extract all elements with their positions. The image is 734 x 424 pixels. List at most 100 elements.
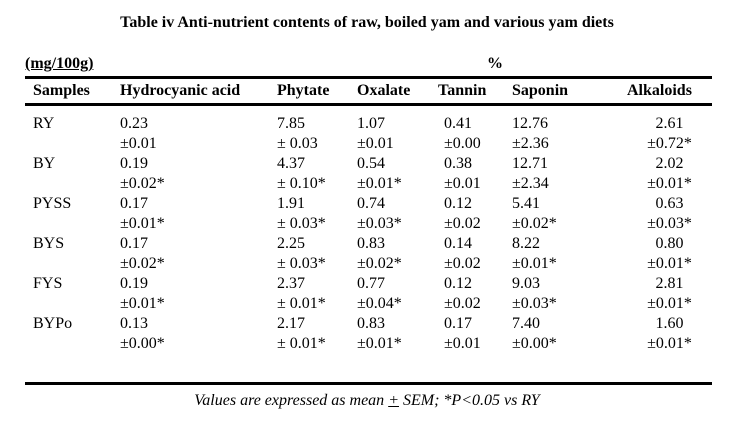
value-cell: 0.14 ±0.02 [438, 234, 512, 274]
sem-value: ±0.02 [444, 215, 481, 232]
mean-value: 0.38 [444, 155, 472, 172]
sem-value: ±0.01 [444, 175, 481, 192]
sem-value: ±0.02* [120, 175, 165, 192]
mean-value: 5.41 [512, 195, 540, 212]
sample-name: BYS [33, 235, 65, 252]
plus-minus-symbol: + [388, 392, 399, 409]
units-mg-label: (mg/100g) [25, 55, 94, 72]
value-cell: 0.77 ±0.04* [357, 274, 438, 314]
value-cell: 1.91 ± 0.03* [277, 194, 357, 234]
column-header-oxalate: Oxalate [357, 82, 411, 99]
mean-value: 0.13 [120, 315, 148, 332]
value-cell: 8.22 ±0.01* [512, 234, 627, 274]
sample-name: BYPo [33, 315, 73, 332]
sem-value [33, 254, 120, 274]
mean-value: 0.12 [444, 195, 472, 212]
value-cell: 0.17 ±0.01 [438, 314, 512, 354]
value-cell: 0.17 ±0.01* [120, 194, 277, 234]
sem-value: ±0.01* [357, 335, 402, 352]
sem-value: ± 0.03* [277, 255, 326, 272]
value-cell: 2.37 ± 0.01* [277, 274, 357, 314]
sem-value [33, 134, 120, 154]
value-cell: 0.74 ±0.03* [357, 194, 438, 234]
sem-value: ±0.01* [120, 295, 165, 312]
sem-value: ±0.03* [512, 295, 557, 312]
mean-value: 0.54 [357, 155, 385, 172]
value-cell: 2.81 ±0.01* [627, 274, 712, 314]
footnote-suffix: SEM; *P<0.05 vs RY [398, 392, 540, 409]
sem-value: ±0.02 [444, 255, 481, 272]
sem-value: ±0.72* [647, 135, 692, 152]
value-cell: 5.41 ±0.02* [512, 194, 627, 234]
mean-value: 7.85 [277, 115, 305, 132]
sem-value: ±2.36 [512, 135, 549, 152]
value-cell: 0.23 ±0.01 [120, 105, 277, 155]
value-cell: 0.13 ±0.00* [120, 314, 277, 354]
sem-value: ±0.00* [512, 335, 557, 352]
mean-value: 1.91 [277, 195, 305, 212]
sample-name: PYSS [33, 195, 72, 212]
column-header-hydrocyanic-acid: Hydrocyanic acid [120, 82, 241, 99]
anti-nutrient-table: Samples Hydrocyanic acid Phytate Oxalate… [25, 76, 712, 354]
value-cell: 0.12 ±0.02 [438, 274, 512, 314]
sem-value: ±0.02* [120, 255, 165, 272]
header-row: Samples Hydrocyanic acid Phytate Oxalate… [25, 77, 712, 105]
sample-name: BY [33, 155, 56, 172]
value-cell: 12.76 ±2.36 [512, 105, 627, 155]
footnote: Values are expressed as mean + SEM; *P<0… [0, 391, 734, 411]
mean-value: 2.37 [277, 275, 305, 292]
mean-value: 2.17 [277, 315, 305, 332]
sem-value: ±0.01* [357, 175, 402, 192]
sem-value: ±0.00* [120, 335, 165, 352]
mean-value: 2.25 [277, 235, 305, 252]
value-cell: 1.60 ±0.01* [627, 314, 712, 354]
sample-name: RY [33, 115, 55, 132]
value-cell: 0.19 ±0.02* [120, 154, 277, 194]
sem-value [33, 174, 120, 194]
mean-value: 4.37 [277, 155, 305, 172]
sem-value [33, 334, 120, 354]
sem-value: ±0.01 [444, 335, 481, 352]
sem-value: ± 0.01* [277, 295, 326, 312]
value-cell: 0.63 ±0.03* [627, 194, 712, 234]
column-header-alkaloids: Alkaloids [627, 82, 692, 99]
footnote-prefix: Values are expressed as mean [194, 392, 389, 409]
table-row: FYS 0.19 ±0.01* 2.37 ± 0.01* 0.77 ±0.04* 0.12 ±0… [25, 274, 712, 314]
sem-value [33, 294, 120, 314]
bottom-rule [25, 382, 712, 385]
sample-cell: BYS [25, 234, 120, 274]
sample-cell: BYPo [25, 314, 120, 354]
value-cell: 1.07 ±0.01 [357, 105, 438, 155]
mean-value: 0.17 [444, 315, 472, 332]
mean-value: 0.17 [120, 195, 148, 212]
mean-value: 7.40 [512, 315, 540, 332]
sem-value: ±0.02* [512, 215, 557, 232]
mean-value: 0.74 [357, 195, 385, 212]
mean-value: 2.61 [655, 115, 684, 132]
sem-value [33, 214, 120, 234]
sem-value: ±2.34 [512, 175, 549, 192]
sem-value: ±0.01 [357, 135, 394, 152]
value-cell: 2.61 ±0.72* [627, 105, 712, 155]
mean-value: 1.07 [357, 115, 385, 132]
value-cell: 9.03 ±0.03* [512, 274, 627, 314]
mean-value: 0.14 [444, 235, 472, 252]
sample-cell: PYSS [25, 194, 120, 234]
sem-value: ±0.01* [647, 335, 692, 352]
mean-value: 0.80 [655, 235, 684, 252]
value-cell: 0.41 ±0.00 [438, 105, 512, 155]
mean-value: 0.77 [357, 275, 385, 292]
value-cell: 12.71 ±2.34 [512, 154, 627, 194]
value-cell: 0.80 ±0.01* [627, 234, 712, 274]
sem-value: ±0.01* [512, 255, 557, 272]
value-cell: 2.17 ± 0.01* [277, 314, 357, 354]
mean-value: 0.23 [120, 115, 148, 132]
units-row: (mg/100g) % [25, 55, 712, 76]
mean-value: 2.81 [655, 275, 684, 292]
mean-value: 1.60 [655, 315, 684, 332]
mean-value: 0.19 [120, 275, 148, 292]
sem-value: ±0.03* [647, 215, 692, 232]
mean-value: 12.76 [512, 115, 548, 132]
sample-cell: FYS [25, 274, 120, 314]
